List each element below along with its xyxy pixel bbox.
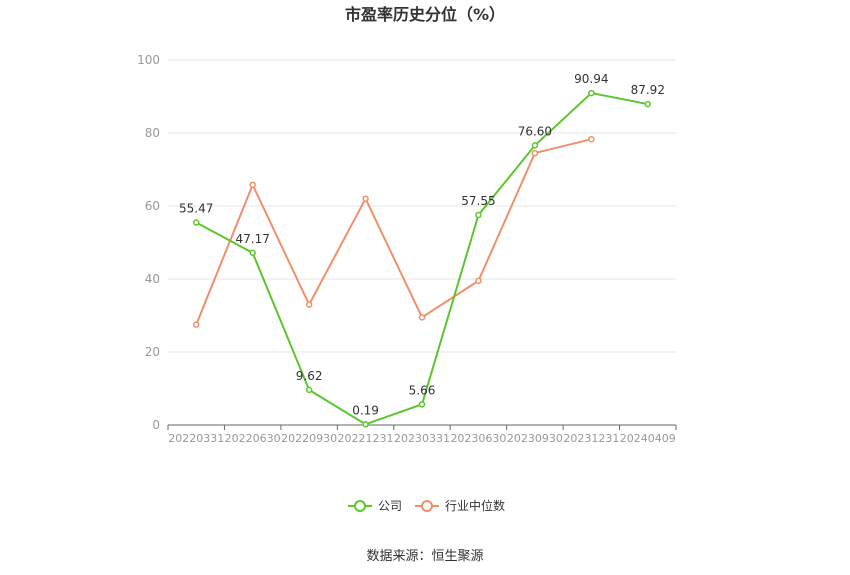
data-label: 90.94 — [574, 72, 608, 86]
data-point[interactable] — [249, 249, 256, 257]
data-point[interactable] — [362, 421, 369, 428]
data-point[interactable] — [475, 277, 482, 285]
data-point[interactable] — [644, 100, 652, 108]
data-label: 87.92 — [631, 83, 665, 97]
legend[interactable]: 公司 行业中位数 — [348, 498, 505, 513]
data-point[interactable] — [305, 301, 313, 308]
data-point[interactable] — [249, 181, 256, 189]
legend-label[interactable]: 行业中位数 — [445, 498, 505, 513]
data-point[interactable] — [588, 89, 595, 97]
data-point[interactable] — [418, 314, 426, 321]
data-point[interactable] — [531, 142, 539, 149]
data-label: 47.17 — [235, 232, 269, 246]
series-group: 55.47 47.17 9.62 0.19 5.66 57.55 76.60 90.94 87.… — [179, 72, 665, 428]
chart-title: 市盈率历史分位（%） — [345, 5, 505, 24]
data-point[interactable] — [418, 401, 426, 408]
series-line-1 — [195, 138, 592, 325]
x-tick-label: 20230331 — [394, 432, 450, 445]
data-point[interactable] — [588, 135, 595, 143]
legend-marker — [354, 500, 366, 512]
y-tick-label: 60 — [145, 199, 160, 213]
y-tick-label: 100 — [137, 53, 160, 67]
data-label: 76.60 — [518, 124, 552, 138]
x-tick-label: 20230930 — [507, 432, 563, 445]
data-point[interactable] — [362, 195, 369, 202]
legend-label[interactable]: 公司 — [378, 499, 402, 513]
x-tick-label: 20221231 — [338, 432, 394, 445]
x-tick-label: 20230630 — [450, 432, 506, 445]
x-tick-label: 20220331 — [168, 432, 224, 445]
y-tick-label: 80 — [145, 126, 160, 140]
x-tick-label: 20231231 — [563, 432, 619, 445]
x-tick-label: 20220630 — [225, 432, 281, 445]
y-tick-label: 40 — [145, 272, 160, 286]
y-tick-label: 0 — [152, 418, 160, 432]
data-source: 数据来源：恒生聚源 — [366, 549, 483, 564]
x-axis: 20220331 20220630 20220930 20221231 20230331… — [167, 424, 677, 445]
data-label: 5.66 — [409, 383, 436, 397]
data-label: 9.62 — [296, 369, 323, 383]
data-point[interactable] — [192, 219, 200, 226]
data-point[interactable] — [475, 211, 482, 219]
x-tick-label: 20240409 — [620, 432, 676, 445]
legend-marker — [421, 500, 433, 512]
data-label: 55.47 — [179, 202, 213, 216]
data-label: 57.55 — [461, 194, 495, 208]
x-tick-label: 20220930 — [281, 432, 337, 445]
data-label: 0.19 — [352, 403, 379, 417]
y-axis: 0 20 40 60 80 100 — [137, 53, 160, 432]
data-point[interactable] — [192, 321, 200, 328]
data-point[interactable] — [305, 386, 313, 394]
data-point[interactable] — [531, 149, 539, 157]
y-tick-label: 20 — [145, 345, 160, 359]
